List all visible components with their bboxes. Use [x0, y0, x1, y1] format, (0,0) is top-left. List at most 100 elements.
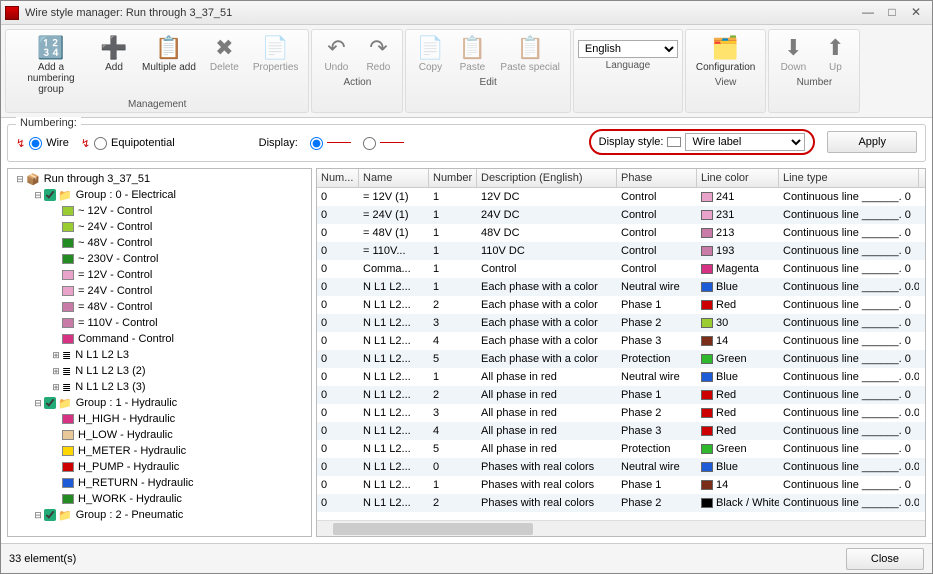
tree-item[interactable]: H_RETURN - Hydraulic — [10, 475, 309, 491]
wire-radio[interactable]: ↯Wire — [16, 137, 69, 150]
display-style-select[interactable]: Wire label — [685, 133, 805, 151]
color-swatch — [62, 302, 74, 312]
tree-item[interactable]: H_WORK - Hydraulic — [10, 491, 309, 507]
ribbon-group: 📄Copy📋Paste📋Paste specialEdit — [405, 29, 570, 113]
table-row[interactable]: 0= 110V...1110V DCControl193Continuous l… — [317, 242, 925, 260]
tree-item[interactable]: Command - Control — [10, 331, 309, 347]
tree-item-label: ~ 230V - Control — [78, 253, 158, 265]
table-row[interactable]: 0N L1 L2...2All phase in redPhase 1RedCo… — [317, 386, 925, 404]
line-color-cell: 14 — [697, 479, 779, 491]
tree-item[interactable]: ⊞≣N L1 L2 L3 (2) — [10, 363, 309, 379]
tree-checkbox[interactable] — [44, 189, 56, 201]
column-header[interactable]: Description (English) — [477, 169, 617, 187]
table-row[interactable]: 0N L1 L2...1All phase in redNeutral wire… — [317, 368, 925, 386]
tree-item[interactable]: ~ 230V - Control — [10, 251, 309, 267]
num-cell: 0 — [317, 353, 359, 365]
table-row[interactable]: 0= 48V (1)148V DCControl213Continuous li… — [317, 224, 925, 242]
tree-item[interactable]: ⊞≣N L1 L2 L3 — [10, 347, 309, 363]
num-cell: 0 — [317, 335, 359, 347]
column-header[interactable]: Line type — [779, 169, 919, 187]
line-color-cell: Green — [697, 443, 779, 455]
tree-item[interactable]: ⊞≣N L1 L2 L3 (3) — [10, 379, 309, 395]
redo-btn-icon: ↷ — [369, 34, 387, 62]
table-row[interactable]: 0N L1 L2...1Phases with real colorsPhase… — [317, 476, 925, 494]
color-box — [701, 282, 713, 292]
num-cell: 0 — [317, 479, 359, 491]
table-row[interactable]: 0Comma...1ControlControlMagentaContinuou… — [317, 260, 925, 278]
name-cell: N L1 L2... — [359, 353, 429, 365]
tree-pane[interactable]: ⊟📦Run through 3_37_51⊟📁Group : 0 - Elect… — [7, 168, 312, 537]
table-row[interactable]: 0N L1 L2...0Phases with real colorsNeutr… — [317, 458, 925, 476]
name-cell: N L1 L2... — [359, 281, 429, 293]
tree-item[interactable]: ⊟📁Group : 2 - Pneumatic — [10, 507, 309, 523]
table-row[interactable]: 0N L1 L2...2Each phase with a colorPhase… — [317, 296, 925, 314]
name-cell: = 110V... — [359, 245, 429, 257]
color-box — [701, 300, 713, 310]
display-option-2[interactable] — [363, 137, 404, 150]
table-row[interactable]: 0N L1 L2...3All phase in redPhase 2RedCo… — [317, 404, 925, 422]
tree-toggle-icon[interactable]: ⊞ — [50, 366, 62, 377]
table-row[interactable]: 0N L1 L2...1Each phase with a colorNeutr… — [317, 278, 925, 296]
tree-item[interactable]: ⊟📁Group : 1 - Hydraulic — [10, 395, 309, 411]
multiple-add-btn[interactable]: 📋Multiple add — [136, 32, 202, 97]
column-header[interactable]: Number — [429, 169, 477, 187]
display-option-1[interactable] — [310, 137, 351, 150]
tree-item[interactable]: ~ 12V - Control — [10, 203, 309, 219]
table-row[interactable]: 0N L1 L2...3Each phase with a colorPhase… — [317, 314, 925, 332]
language-select[interactable]: English — [578, 40, 678, 58]
close-window-button[interactable]: ✕ — [904, 5, 928, 21]
configuration-btn[interactable]: 🗂️Configuration — [690, 32, 761, 75]
table-row[interactable]: 0= 12V (1)112V DCControl241Continuous li… — [317, 188, 925, 206]
tree-node-icon: ≣ — [62, 365, 71, 378]
column-header[interactable]: Line color — [697, 169, 779, 187]
add-numbering-group[interactable]: 🔢Add a numbering group — [10, 32, 92, 97]
horizontal-scrollbar[interactable] — [317, 520, 925, 536]
tree-toggle-icon[interactable]: ⊟ — [32, 190, 44, 201]
tree-toggle-icon[interactable]: ⊞ — [50, 382, 62, 393]
column-header[interactable]: Phase — [617, 169, 697, 187]
tree-toggle-icon[interactable]: ⊟ — [14, 174, 26, 185]
table-row[interactable]: 0= 24V (1)124V DCControl231Continuous li… — [317, 206, 925, 224]
number-cell: 0 — [429, 461, 477, 473]
table-row[interactable]: 0N L1 L2...4Each phase with a colorPhase… — [317, 332, 925, 350]
color-box — [701, 480, 713, 490]
tree-item[interactable]: = 12V - Control — [10, 267, 309, 283]
tree-toggle-icon[interactable]: ⊟ — [32, 510, 44, 521]
tree-item[interactable]: H_PUMP - Hydraulic — [10, 459, 309, 475]
tree-item[interactable]: ~ 48V - Control — [10, 235, 309, 251]
tree-item[interactable]: = 24V - Control — [10, 283, 309, 299]
tree-item[interactable]: H_HIGH - Hydraulic — [10, 411, 309, 427]
color-swatch — [62, 238, 74, 248]
minimize-button[interactable]: — — [856, 5, 880, 21]
table-row[interactable]: 0N L1 L2...5All phase in redProtectionGr… — [317, 440, 925, 458]
equipotential-radio[interactable]: ↯Equipotential — [81, 137, 175, 150]
table-row[interactable]: 0N L1 L2...4All phase in redPhase 3RedCo… — [317, 422, 925, 440]
tree-item[interactable]: H_LOW - Hydraulic — [10, 427, 309, 443]
numbering-legend: Numbering: — [16, 117, 81, 129]
table-body[interactable]: 0= 12V (1)112V DCControl241Continuous li… — [317, 188, 925, 520]
tree-item[interactable]: = 48V - Control — [10, 299, 309, 315]
tree-item[interactable]: ⊟📦Run through 3_37_51 — [10, 171, 309, 187]
tree-item[interactable]: H_METER - Hydraulic — [10, 443, 309, 459]
tree-toggle-icon[interactable]: ⊟ — [32, 398, 44, 409]
ribbon-group: ↶Undo↷RedoAction — [311, 29, 403, 113]
tree-item[interactable]: = 110V - Control — [10, 315, 309, 331]
table-row[interactable]: 0N L1 L2...5Each phase with a colorProte… — [317, 350, 925, 368]
linetype-cell: Continuous line ______. 0.0 — [779, 407, 919, 419]
apply-button[interactable]: Apply — [827, 131, 917, 153]
tree-checkbox[interactable] — [44, 509, 56, 521]
column-header[interactable]: Name — [359, 169, 429, 187]
add-btn[interactable]: ➕Add — [94, 32, 134, 97]
tree-item[interactable]: ~ 24V - Control — [10, 219, 309, 235]
display-style-group: Display style: Wire label — [589, 129, 816, 155]
table-row[interactable]: 0N L1 L2...2Phases with real colorsPhase… — [317, 494, 925, 512]
close-button[interactable]: Close — [846, 548, 924, 570]
tree-toggle-icon[interactable]: ⊞ — [50, 350, 62, 361]
phase-cell: Neutral wire — [617, 281, 697, 293]
tree-item[interactable]: ⊟📁Group : 0 - Electrical — [10, 187, 309, 203]
tree-checkbox[interactable] — [44, 397, 56, 409]
maximize-button[interactable]: □ — [880, 5, 904, 21]
phase-cell: Phase 1 — [617, 299, 697, 311]
column-header[interactable]: Num... — [317, 169, 359, 187]
description-cell: All phase in red — [477, 371, 617, 383]
